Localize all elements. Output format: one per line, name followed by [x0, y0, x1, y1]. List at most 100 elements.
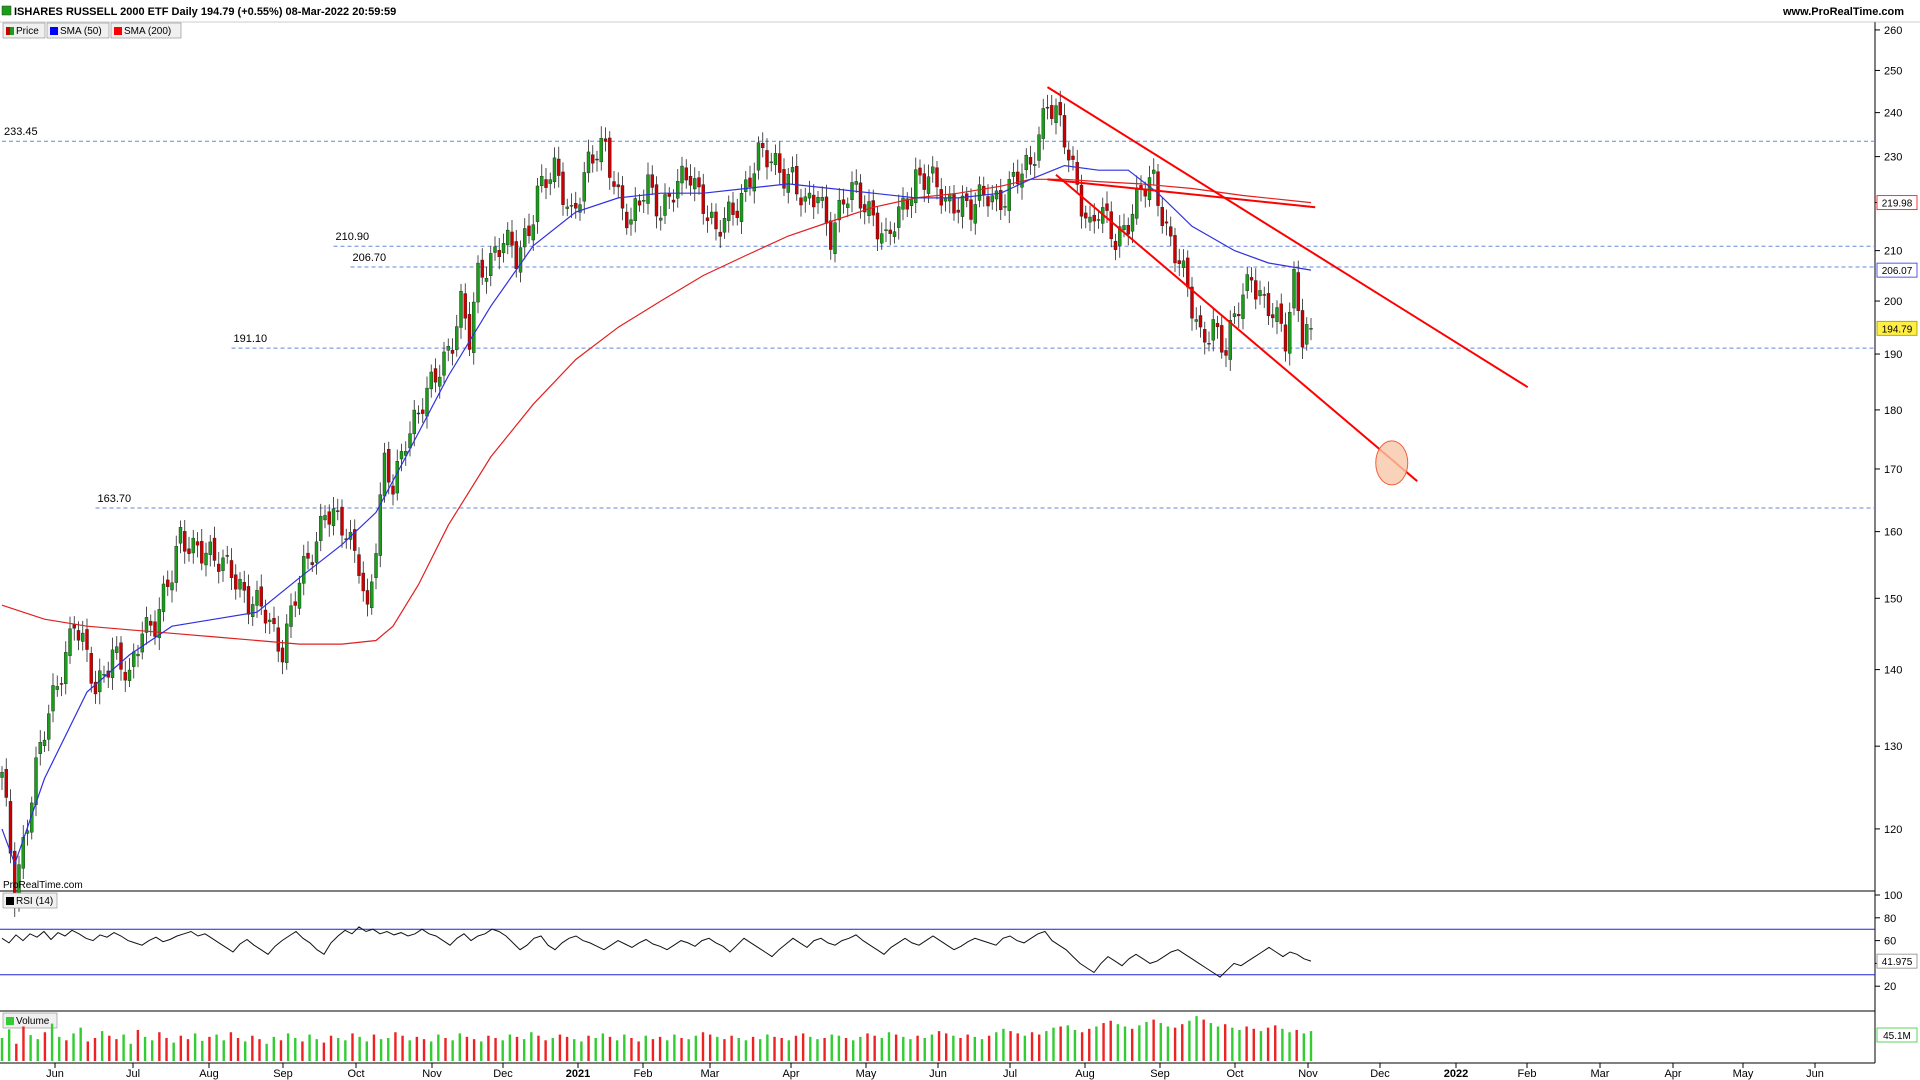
- volume-bar: [651, 1039, 655, 1061]
- candle-body: [272, 617, 276, 625]
- candle-body: [782, 169, 786, 189]
- price-value-tag-box: [1876, 320, 1918, 336]
- candle-body: [1033, 164, 1037, 166]
- x-tick-label: Sep: [273, 1068, 293, 1080]
- candle-body: [892, 231, 897, 237]
- candle-body: [829, 220, 833, 250]
- volume-bar: [1181, 1024, 1184, 1061]
- candle-body: [1135, 187, 1139, 219]
- candle-body: [391, 485, 395, 495]
- volume-bar: [272, 1036, 276, 1061]
- legend-label-price: Price: [16, 26, 39, 37]
- candle-body: [986, 196, 990, 207]
- volume-bar: [615, 1040, 619, 1061]
- candle-body: [1232, 313, 1237, 317]
- x-tick-label: Mar: [1591, 1068, 1610, 1080]
- volume-bar: [508, 1034, 512, 1061]
- candle-body: [1113, 240, 1118, 250]
- candle-body: [331, 508, 336, 526]
- target-zone-marker[interactable]: [1375, 440, 1409, 486]
- candle-body: [1198, 315, 1203, 328]
- volume-bar: [458, 1033, 461, 1061]
- trendline[interactable]: [1047, 178, 1316, 209]
- support-level-label: 206.70: [353, 252, 387, 264]
- candle-body: [820, 197, 824, 201]
- price-value-tag: 194.79: [1882, 324, 1913, 335]
- y-tick-label: 210: [1884, 246, 1902, 258]
- candle-body: [115, 646, 119, 653]
- volume-bar: [1016, 1033, 1019, 1061]
- candle-body: [769, 161, 773, 164]
- trendline[interactable]: [1055, 173, 1418, 482]
- candle-body: [1037, 134, 1041, 161]
- candle-body: [667, 193, 671, 197]
- candle-body: [612, 181, 616, 187]
- volume-bar: [873, 1035, 876, 1061]
- volume-bar: [86, 1041, 90, 1061]
- candle-body: [1288, 312, 1292, 354]
- candle-body: [693, 178, 697, 190]
- volume-bar: [108, 1035, 111, 1061]
- legend-item-sma50[interactable]: SMA (50): [46, 22, 110, 39]
- volume-bar: [522, 1039, 526, 1061]
- y-tick-label: 200: [1884, 296, 1902, 308]
- x-tick-label: Jun: [929, 1068, 947, 1080]
- legend-item-price[interactable]: Price: [2, 22, 46, 39]
- candle-body: [93, 681, 98, 695]
- legend-item-sma200[interactable]: SMA (200): [110, 22, 182, 39]
- volume-bar: [844, 1038, 848, 1061]
- candle-body: [1007, 179, 1011, 211]
- volume-bar: [623, 1034, 626, 1061]
- rsi-value-tag: 41.975: [1882, 957, 1913, 968]
- candle-body: [875, 212, 880, 240]
- volume-bar: [944, 1033, 948, 1061]
- volume-bar: [1002, 1028, 1005, 1061]
- candle-body: [956, 209, 960, 213]
- candle-body: [1258, 290, 1262, 297]
- volume-bar: [122, 1034, 125, 1061]
- volume-title: Volume: [16, 1016, 50, 1027]
- volume-bar: [830, 1034, 833, 1061]
- volume-legend-item[interactable]: Volume: [2, 1012, 58, 1029]
- volume-bar: [429, 1041, 433, 1061]
- candle-body: [1079, 184, 1084, 217]
- rsi-value-tag-box: [1876, 953, 1918, 969]
- volume-bar: [193, 1033, 197, 1061]
- volume-bar: [801, 1033, 805, 1061]
- volume-bar: [916, 1035, 919, 1061]
- candle-body: [1245, 274, 1249, 291]
- candle-body: [8, 801, 13, 854]
- volume-bar: [809, 1036, 812, 1061]
- candle-body: [81, 632, 85, 642]
- x-tick-label: May: [1733, 1068, 1754, 1080]
- y-tick-label: 120: [1884, 824, 1902, 836]
- rsi-legend-item[interactable]: RSI (14): [2, 892, 58, 909]
- candle-body: [803, 196, 807, 202]
- volume-bar: [723, 1039, 726, 1061]
- x-tick-label: Nov: [1298, 1068, 1318, 1080]
- volume-bar: [236, 1038, 240, 1061]
- volume-bar: [1266, 1027, 1270, 1061]
- candle-body: [302, 556, 306, 584]
- candle-body: [807, 192, 812, 199]
- candle-body: [990, 195, 994, 203]
- candle-body: [467, 314, 472, 350]
- volume-bar: [379, 1039, 383, 1061]
- candle-body: [1215, 323, 1220, 328]
- candle-body: [880, 233, 884, 244]
- candle-body: [680, 165, 684, 184]
- volume-bar: [1109, 1020, 1112, 1061]
- candle-body: [718, 231, 722, 237]
- x-tick-label: May: [856, 1068, 877, 1080]
- candle-body: [1224, 350, 1228, 356]
- candle-body: [1203, 329, 1207, 343]
- volume-bar: [201, 1040, 204, 1061]
- volume-bar: [630, 1038, 633, 1061]
- legend: Price SMA (50) SMA (200): [2, 22, 182, 39]
- trendline[interactable]: [1046, 86, 1529, 389]
- legend-chip: [110, 22, 182, 39]
- volume-bar: [866, 1033, 869, 1061]
- volume-bar: [673, 1034, 676, 1061]
- volume-bar: [65, 1040, 68, 1061]
- brand-link[interactable]: www.ProRealTime.com: [1782, 6, 1904, 18]
